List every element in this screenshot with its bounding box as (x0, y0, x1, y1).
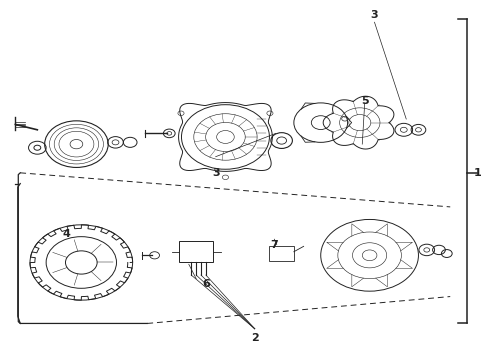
Text: 5: 5 (361, 96, 368, 106)
Text: 4: 4 (63, 229, 71, 239)
Text: 6: 6 (202, 279, 210, 289)
Text: 3: 3 (370, 10, 378, 20)
Text: 3: 3 (212, 168, 220, 178)
Text: 2: 2 (251, 333, 259, 343)
Text: 7: 7 (270, 239, 278, 249)
Text: 1: 1 (474, 168, 481, 178)
